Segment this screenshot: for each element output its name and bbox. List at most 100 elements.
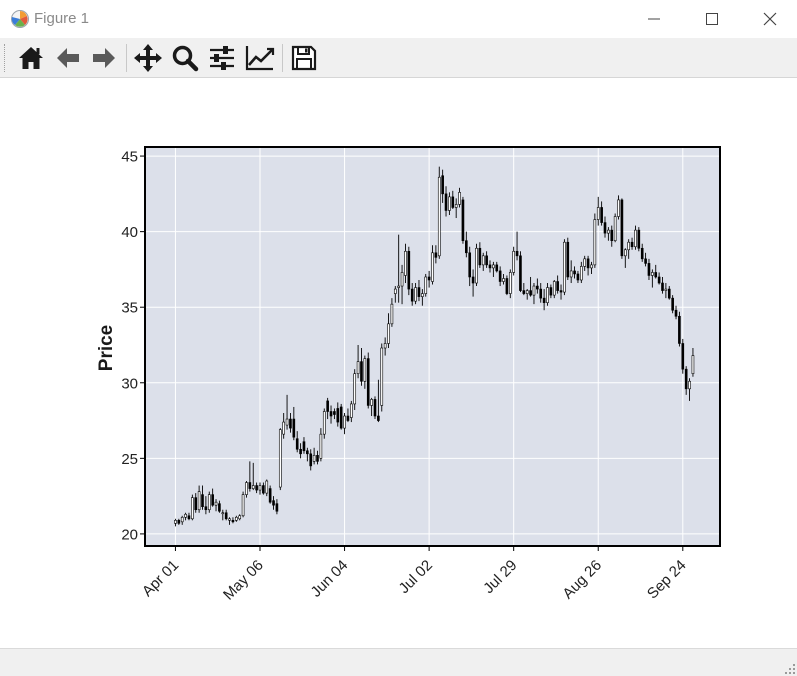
candle [309,449,313,471]
candle-body [187,515,191,520]
close-button[interactable] [741,0,797,38]
candle [664,283,668,299]
candle [241,491,245,518]
candle [441,169,444,203]
maximize-button[interactable] [683,0,741,38]
candle-body [678,315,681,344]
candle-body [224,512,228,520]
candle-body [380,347,384,406]
candle [238,514,242,521]
window-title: Figure 1 [34,10,90,27]
candle-body [265,480,269,494]
candle [275,499,279,515]
candle-body [437,176,441,257]
candle [620,198,624,259]
candle-body [495,264,499,272]
candle-body [691,355,695,375]
candle-body [292,418,296,438]
figure-canvas[interactable]: 20 25 30 35 40 45 Apr 01 May 06 Jun 04 Jul 02 Jul… [0,78,797,648]
candle [630,237,634,250]
forward-button[interactable] [87,42,121,74]
candle [218,500,221,513]
candle-body [651,272,654,276]
move-icon [134,44,162,72]
candle [295,431,299,453]
candle-body [248,482,252,489]
candle [674,305,678,320]
candle [640,243,644,262]
candle [417,280,421,302]
candle-body [576,273,580,281]
save-button[interactable] [287,42,321,74]
candle-body [508,272,512,294]
candle-body [451,196,455,208]
candle [634,225,637,250]
candle-body [566,241,570,278]
candle-body [647,263,651,276]
candle-body [657,276,661,284]
candle-body [255,485,258,491]
candle [329,405,333,424]
candle-body [441,175,444,195]
candle [688,378,691,401]
candle-body [258,485,262,491]
candle-body [617,199,620,217]
y-tick-label: 35 [121,300,138,317]
candle-body [536,285,539,290]
candle-body [620,199,624,257]
candle [566,237,570,280]
x-tick-label: May 06 [220,557,267,604]
candle-body [204,506,208,511]
candle-body [664,288,668,291]
candle-body [197,491,201,511]
candle-body [299,448,302,455]
candle [613,213,617,243]
minimize-icon [648,18,660,20]
candle [350,400,353,423]
candle-body [522,290,526,294]
zoom-button[interactable] [168,42,202,74]
candle-body [414,287,417,302]
candle [454,198,458,219]
candle [191,494,194,521]
subplots-button[interactable] [205,42,239,74]
candle-body [421,293,424,297]
candle-body [201,494,204,508]
candle-body [593,219,597,266]
back-button[interactable] [51,42,85,74]
home-button[interactable] [14,42,48,74]
candle [492,261,495,277]
candle [607,227,610,241]
candle [248,461,252,492]
candle-body [573,270,576,275]
candle-body [214,501,218,506]
maximize-icon [706,13,718,25]
candle-body [610,229,614,242]
candle-body [326,400,329,412]
candle-body [346,415,350,421]
candle [552,280,556,299]
candle [177,518,181,525]
candle [407,246,411,296]
candle [451,190,455,209]
candle [346,408,350,423]
minimize-button[interactable] [625,0,683,38]
candle [343,413,346,435]
candle-body [377,415,380,421]
magnifier-icon [172,45,199,72]
candle [583,255,587,271]
candle-body [684,368,688,390]
grid-lines [145,147,720,546]
pan-button[interactable] [131,42,165,74]
candle [292,406,296,441]
candle-body [583,258,587,267]
customize-button[interactable] [243,42,277,74]
candle-body [563,241,566,293]
candle-body [397,285,400,288]
plot-area [145,147,720,546]
candle-body [613,216,617,242]
candle-body [586,258,590,269]
candle-body [306,450,309,455]
y-tick-label: 25 [121,451,138,468]
resize-grip-icon[interactable] [785,664,795,674]
